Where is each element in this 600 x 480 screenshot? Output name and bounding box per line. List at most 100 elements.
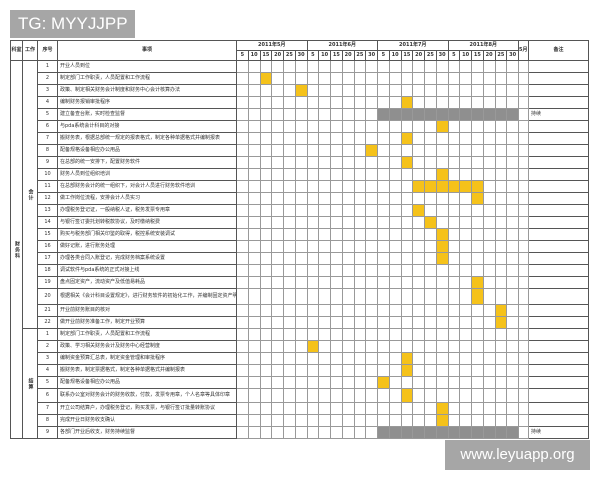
header-day: 10	[247, 50, 261, 61]
schedule-cell	[283, 364, 296, 377]
schedule-cell	[412, 60, 425, 73]
table-row: 18 调试软件与pda系统的正式对接上线	[11, 264, 589, 277]
schedule-cell	[341, 228, 355, 241]
schedule-cell	[506, 276, 519, 289]
remark-cell	[528, 340, 589, 353]
task-description: 编制财务报销审批程序	[57, 96, 237, 109]
schedule-cell	[247, 72, 261, 85]
schedule-cell	[435, 352, 449, 365]
schedule-cell	[471, 328, 484, 341]
schedule-cell	[412, 144, 425, 157]
schedule-cell	[447, 228, 461, 241]
schedule-cell	[330, 388, 343, 403]
schedule-cell	[294, 204, 308, 217]
task-description: 搬财务表，制定票据格式，制定各种单据格式并编制报表	[57, 364, 237, 377]
table-row: 3 编制资金预算汇总表，制定资金管理和审批程序	[11, 352, 589, 365]
schedule-cell	[400, 288, 414, 305]
schedule-cell	[318, 204, 331, 217]
schedule-cell	[447, 328, 461, 341]
schedule-cell	[247, 426, 261, 439]
schedule-cell	[447, 192, 461, 205]
task-mark	[377, 376, 390, 389]
schedule-cell	[494, 414, 508, 427]
schedule-cell	[306, 72, 320, 85]
task-description: 完成开业日财务收支确认	[57, 414, 237, 427]
schedule-cell	[306, 204, 320, 217]
schedule-cell	[459, 376, 472, 389]
schedule-cell	[388, 96, 402, 109]
schedule-cell	[294, 388, 308, 403]
schedule-cell	[400, 402, 414, 415]
table-row: 21 开业前财务账目的核对	[11, 304, 589, 317]
extra-cell	[518, 304, 529, 317]
schedule-cell	[447, 402, 461, 415]
schedule-cell	[424, 376, 437, 389]
schedule-cell	[447, 352, 461, 365]
schedule-cell	[447, 316, 461, 329]
schedule-cell	[259, 204, 273, 217]
schedule-cell	[353, 304, 367, 317]
schedule-cell	[271, 388, 284, 403]
schedule-cell	[271, 216, 284, 229]
schedule-cell	[388, 60, 402, 73]
schedule-cell	[388, 204, 402, 217]
header-item: 事项	[57, 40, 237, 61]
schedule-cell	[306, 108, 320, 121]
schedule-cell	[353, 84, 367, 97]
header-day: 5	[377, 50, 390, 61]
row-number: 1	[37, 328, 58, 341]
ongoing-mark	[435, 108, 449, 121]
schedule-cell	[318, 304, 331, 317]
schedule-cell	[236, 108, 249, 121]
task-description: 联系办公室对财务会计的财务收款，付款，发票专用章，个人名章等具体印章	[57, 388, 237, 403]
schedule-cell	[341, 288, 355, 305]
header-day: 25	[353, 50, 367, 61]
schedule-cell	[412, 120, 425, 133]
schedule-cell	[365, 252, 378, 265]
schedule-cell	[247, 340, 261, 353]
task-description: 在总部的统一安排下，配置财务软件	[57, 156, 237, 169]
schedule-cell	[341, 426, 355, 439]
schedule-cell	[365, 264, 378, 277]
schedule-cell	[306, 228, 320, 241]
schedule-cell	[506, 414, 519, 427]
task-description: 搬财务表，根据总部统一规定的报表格式，制定各种单据格式并编制报表	[57, 132, 237, 145]
schedule-cell	[330, 316, 343, 329]
schedule-cell	[259, 240, 273, 253]
row-number: 7	[37, 132, 58, 145]
schedule-cell	[259, 340, 273, 353]
task-mark	[471, 180, 484, 193]
schedule-cell	[259, 120, 273, 133]
table-row: 19 盘点固定资产，流动资产及低值易耗品	[11, 276, 589, 289]
schedule-cell	[424, 168, 437, 181]
schedule-cell	[353, 252, 367, 265]
schedule-cell	[471, 340, 484, 353]
schedule-cell	[424, 364, 437, 377]
schedule-cell	[294, 228, 308, 241]
schedule-cell	[247, 204, 261, 217]
schedule-cell	[306, 264, 320, 277]
schedule-cell	[271, 156, 284, 169]
schedule-cell	[377, 328, 390, 341]
schedule-cell	[494, 288, 508, 305]
task-description: 做工作岗位流程，安排会计人员实习	[57, 192, 237, 205]
schedule-cell	[353, 402, 367, 415]
schedule-cell	[365, 192, 378, 205]
schedule-cell	[318, 156, 331, 169]
schedule-cell	[447, 264, 461, 277]
table-row: 17 办理各类合同入账登记，完成财务档案系统设置	[11, 252, 589, 265]
task-mark	[435, 252, 449, 265]
schedule-cell	[330, 132, 343, 145]
schedule-cell	[377, 304, 390, 317]
schedule-cell	[271, 288, 284, 305]
schedule-cell	[341, 352, 355, 365]
schedule-cell	[494, 216, 508, 229]
schedule-cell	[330, 364, 343, 377]
schedule-cell	[388, 84, 402, 97]
schedule-cell	[236, 426, 249, 439]
schedule-cell	[330, 84, 343, 97]
schedule-cell	[388, 288, 402, 305]
task-description: 在总部财务会计的统一组织下，对会计人员进行财务软件培训	[57, 180, 237, 193]
schedule-cell	[259, 192, 273, 205]
remark-cell	[528, 240, 589, 253]
